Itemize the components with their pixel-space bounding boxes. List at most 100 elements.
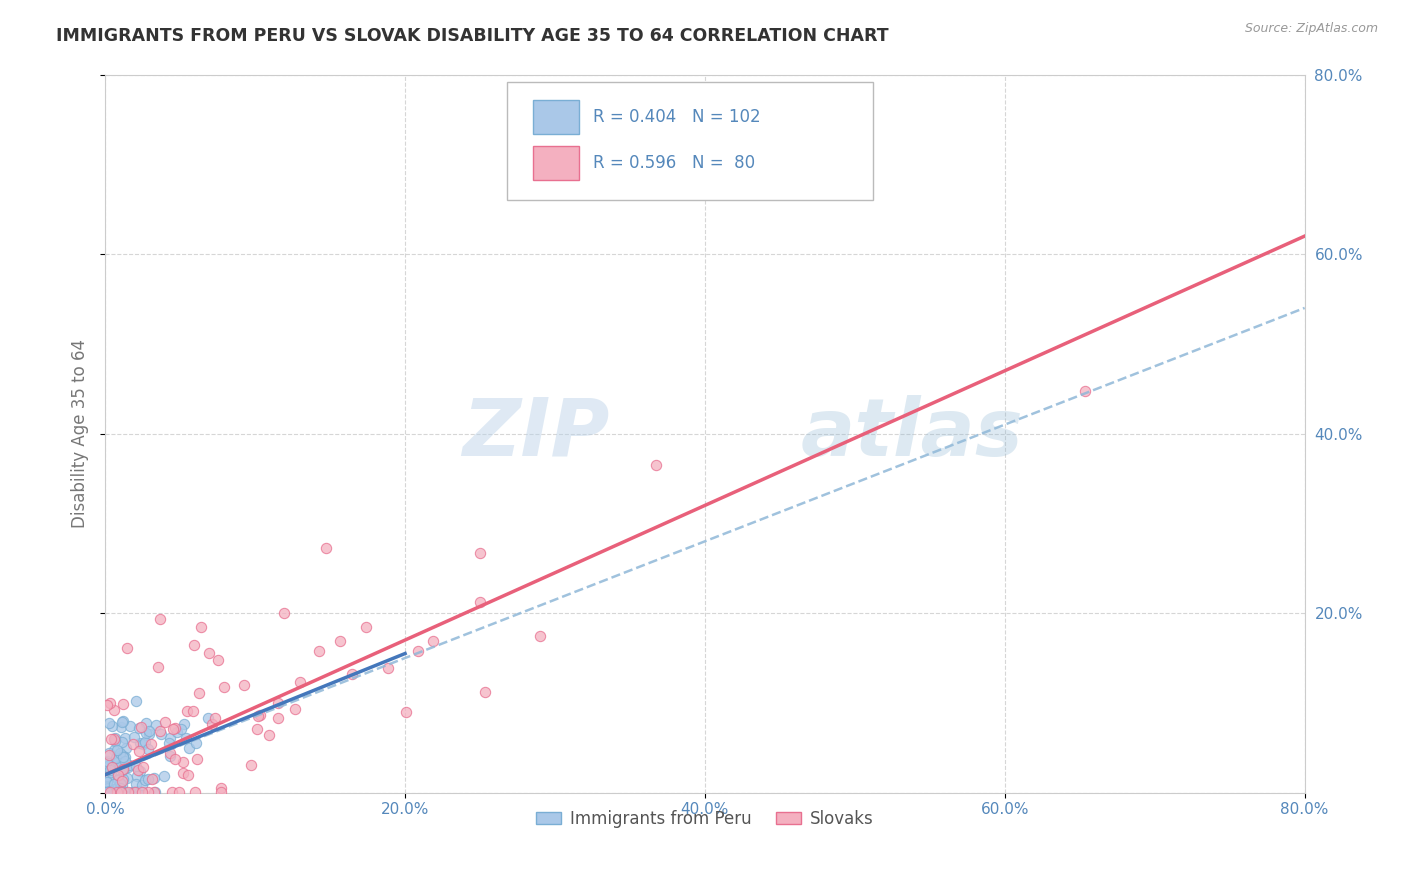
Point [105, 753, 128, 767]
Point [190, 620, 212, 634]
Point [105, 743, 128, 757]
Point [354, 619, 377, 633]
Point [129, 720, 152, 734]
Point [103, 732, 125, 747]
Point [125, 694, 148, 708]
Point [121, 785, 143, 799]
Point [134, 773, 156, 788]
Point [118, 757, 141, 772]
Point [111, 714, 134, 728]
Point [111, 734, 134, 748]
Point [209, 780, 232, 795]
Point [247, 709, 270, 723]
Point [422, 633, 444, 648]
Point [340, 667, 363, 681]
Point [107, 773, 129, 788]
Point [183, 638, 205, 652]
Point [96, 774, 118, 789]
Point [145, 717, 167, 731]
Text: R = 0.596   N =  80: R = 0.596 N = 80 [593, 153, 755, 172]
Point [259, 728, 281, 742]
Point [468, 595, 491, 609]
Point [111, 697, 134, 711]
Point [112, 749, 135, 764]
Point [249, 708, 271, 723]
Point [100, 755, 122, 769]
Point [98, 746, 121, 760]
Point [395, 705, 418, 719]
Point [112, 760, 135, 774]
Point [267, 696, 290, 710]
Point [204, 711, 226, 725]
Point [101, 785, 124, 799]
Point [474, 684, 496, 698]
Point [142, 785, 165, 799]
Point [131, 785, 153, 799]
Point [288, 675, 311, 690]
Point [122, 785, 145, 799]
Point [284, 701, 307, 715]
Y-axis label: Disability Age 35 to 64: Disability Age 35 to 64 [72, 339, 89, 528]
Point [110, 747, 132, 762]
Point [96, 769, 118, 783]
Point [96, 780, 118, 794]
Point [468, 546, 491, 560]
Point [128, 784, 150, 798]
Point [149, 723, 172, 738]
Point [111, 778, 134, 792]
Point [110, 785, 132, 799]
Point [173, 717, 195, 731]
Point [172, 765, 194, 780]
Point [153, 769, 176, 783]
Point [98, 716, 121, 731]
Point [107, 772, 129, 786]
Point [96, 785, 118, 799]
Legend: Immigrants from Peru, Slovaks: Immigrants from Peru, Slovaks [530, 804, 880, 835]
Point [136, 742, 159, 756]
Point [97, 780, 120, 795]
Point [273, 606, 295, 620]
Point [111, 764, 134, 778]
Point [97, 748, 120, 763]
Point [100, 732, 122, 747]
Point [96, 698, 118, 713]
Point [197, 711, 219, 725]
Point [101, 760, 124, 774]
Point [98, 763, 121, 777]
Point [96, 775, 118, 789]
Point [111, 714, 134, 729]
Point [329, 634, 352, 648]
Point [232, 677, 254, 691]
Point [267, 711, 290, 725]
Point [134, 734, 156, 748]
Point [111, 773, 134, 788]
Point [212, 681, 235, 695]
Point [128, 743, 150, 757]
Point [177, 768, 200, 782]
Point [110, 785, 132, 799]
Point [143, 785, 166, 799]
Point [127, 768, 149, 782]
Point [124, 785, 146, 799]
Point [98, 696, 121, 710]
Point [107, 768, 129, 782]
Point [100, 764, 122, 779]
Point [143, 771, 166, 785]
Point [103, 777, 125, 791]
Point [188, 686, 211, 700]
Point [115, 741, 138, 756]
Point [125, 777, 148, 791]
Text: atlas: atlas [801, 394, 1024, 473]
Point [129, 736, 152, 750]
Point [118, 719, 141, 733]
Point [184, 736, 207, 750]
Point [165, 721, 187, 735]
Point [138, 726, 160, 740]
Point [114, 731, 136, 746]
Point [138, 724, 160, 739]
Point [104, 785, 127, 799]
Point [111, 762, 134, 776]
FancyBboxPatch shape [508, 82, 873, 200]
Point [104, 731, 127, 746]
Point [170, 722, 193, 736]
